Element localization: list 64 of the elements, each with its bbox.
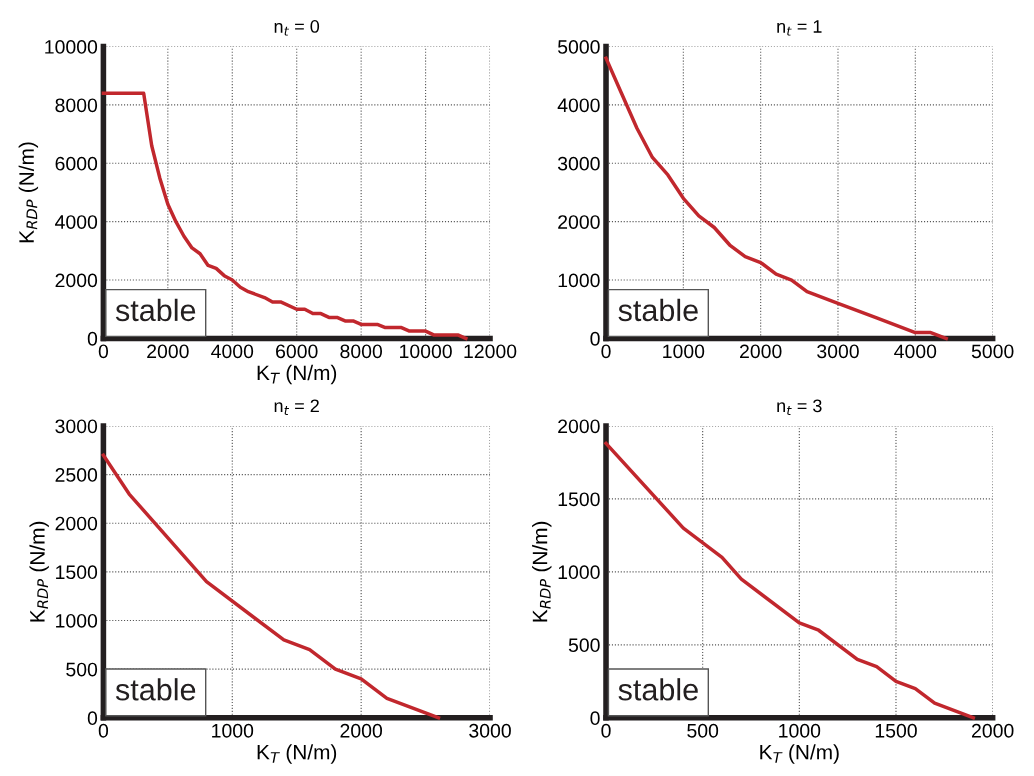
line-series [101, 453, 441, 720]
chart-title: n$_{t}$ = 1 [777, 20, 822, 36]
y-tick-label: 3000 [55, 419, 98, 434]
x-tick-label: 1000 [779, 723, 821, 738]
y-tick-label: 2000 [55, 516, 98, 531]
y-tick-label: 8000 [55, 98, 98, 113]
y-axis-title: K$_{RDP}$ (N/m) [18, 142, 39, 243]
x-tick-label: 0 [601, 344, 611, 359]
annotation: stable [618, 678, 698, 701]
line-series [604, 56, 948, 341]
y-tick-label: 2000 [558, 419, 600, 434]
x-tick-label: 0 [98, 723, 109, 738]
x-tick-label: 0 [98, 344, 109, 359]
x-tick-label: 12000 [464, 344, 517, 359]
line-series [101, 91, 468, 341]
y-tick-label: 10000 [45, 40, 98, 54]
y-tick-label: 0 [87, 331, 98, 346]
x-axis-title: K$_{T}$ (N/m) [257, 364, 337, 385]
y-tick-label: 4000 [55, 215, 98, 229]
chart-title: n$_{t}$ = 2 [274, 399, 319, 415]
y-tick-label: 2000 [558, 215, 600, 229]
y-tick-label: 4000 [557, 98, 600, 113]
y-tick-label: 1500 [56, 565, 98, 580]
x-tick-label: 0 [601, 723, 611, 738]
x-tick-label: 5000 [971, 344, 1014, 359]
line-series [604, 441, 976, 720]
y-tick-label: 500 [66, 662, 98, 677]
x-tick-label: 6000 [276, 344, 318, 359]
x-tick-label: 500 [687, 723, 719, 738]
x-tick-label: 2000 [340, 723, 383, 738]
y-tick-label: 3000 [557, 156, 600, 171]
y-tick-label: 6000 [55, 156, 98, 171]
annotation: stable [618, 298, 698, 322]
y-tick-label: 1500 [558, 492, 600, 507]
x-tick-label: 2000 [147, 344, 189, 359]
y-tick-label: 1000 [558, 565, 600, 580]
x-tick-label: 2000 [740, 344, 782, 359]
x-tick-label: 1500 [875, 723, 917, 738]
y-tick-label: 0 [590, 711, 600, 726]
x-tick-label: 1000 [212, 723, 254, 738]
x-tick-label: 10000 [400, 344, 452, 359]
y-tick-label: 2500 [55, 468, 98, 482]
x-axis-title: K$_{T}$ (N/m) [760, 744, 839, 764]
x-tick-label: 2000 [971, 723, 1014, 738]
x-tick-label: 4000 [211, 344, 254, 359]
x-tick-label: 8000 [340, 344, 383, 359]
annotation: stable [115, 678, 196, 701]
y-tick-label: 0 [87, 711, 98, 726]
x-tick-label: 4000 [894, 344, 937, 359]
y-tick-label: 500 [568, 638, 600, 653]
x-tick-label: 3000 [817, 344, 859, 359]
y-tick-label: 5000 [557, 40, 600, 54]
annotation: stable [115, 298, 196, 322]
y-tick-label: 1000 [558, 273, 600, 288]
chart-title: n$_{t}$ = 3 [777, 399, 822, 415]
y-tick-label: 2000 [55, 273, 98, 288]
x-axis-title: K$_{T}$ (N/m) [257, 744, 337, 764]
y-tick-label: 1000 [56, 613, 98, 628]
chart-title: n$_{t}$ = 0 [274, 20, 320, 36]
x-tick-label: 3000 [469, 723, 511, 738]
x-tick-label: 1000 [663, 344, 705, 359]
y-axis-title: K$_{RDP}$ (N/m) [29, 521, 49, 622]
y-tick-label: 0 [590, 331, 600, 346]
y-axis-title: K$_{RDP}$ (N/m) [532, 521, 552, 622]
